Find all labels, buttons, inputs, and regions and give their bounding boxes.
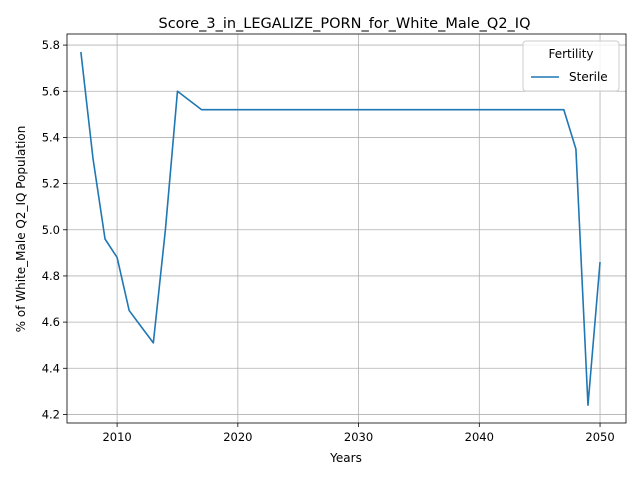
legend-box <box>522 40 620 92</box>
x-tick-label: 2010 <box>102 430 131 444</box>
x-tick-label: 2030 <box>344 430 373 444</box>
series-line-sterile <box>80 51 601 407</box>
y-ticks: 4.2 4.4 4.6 4.8 5.0 5.2 5.4 5.6 5.8 <box>42 38 67 421</box>
y-tick-label: 4.8 <box>42 269 60 283</box>
chart-title: Score_3_in_LEGALIZE_PORN_for_White_Male_… <box>158 16 530 32</box>
x-tick-label: 2050 <box>585 430 614 444</box>
y-tick-label: 4.2 <box>42 407 60 421</box>
y-axis-label: % of White_Male Q2_IQ Population <box>14 126 28 333</box>
y-tick-label: 5.2 <box>42 177 60 191</box>
x-tick-label: 2040 <box>465 430 494 444</box>
legend-title: Fertility <box>548 47 593 61</box>
y-tick-label: 4.6 <box>42 315 60 329</box>
x-axis-label: Years <box>329 451 362 465</box>
legend: Fertility Sterile <box>522 40 620 92</box>
x-tick-label: 2020 <box>223 430 252 444</box>
x-ticks: 2010 2020 2030 2040 2050 <box>102 423 615 444</box>
y-tick-label: 5.0 <box>42 223 60 237</box>
y-tick-label: 5.8 <box>42 38 60 52</box>
y-tick-label: 4.4 <box>42 361 60 375</box>
plot-area-frame <box>66 33 627 424</box>
legend-label-sterile: Sterile <box>569 70 608 84</box>
series-layer <box>80 51 601 407</box>
y-tick-label: 5.4 <box>42 130 60 144</box>
gridlines <box>67 34 626 423</box>
y-tick-label: 5.6 <box>42 84 60 98</box>
